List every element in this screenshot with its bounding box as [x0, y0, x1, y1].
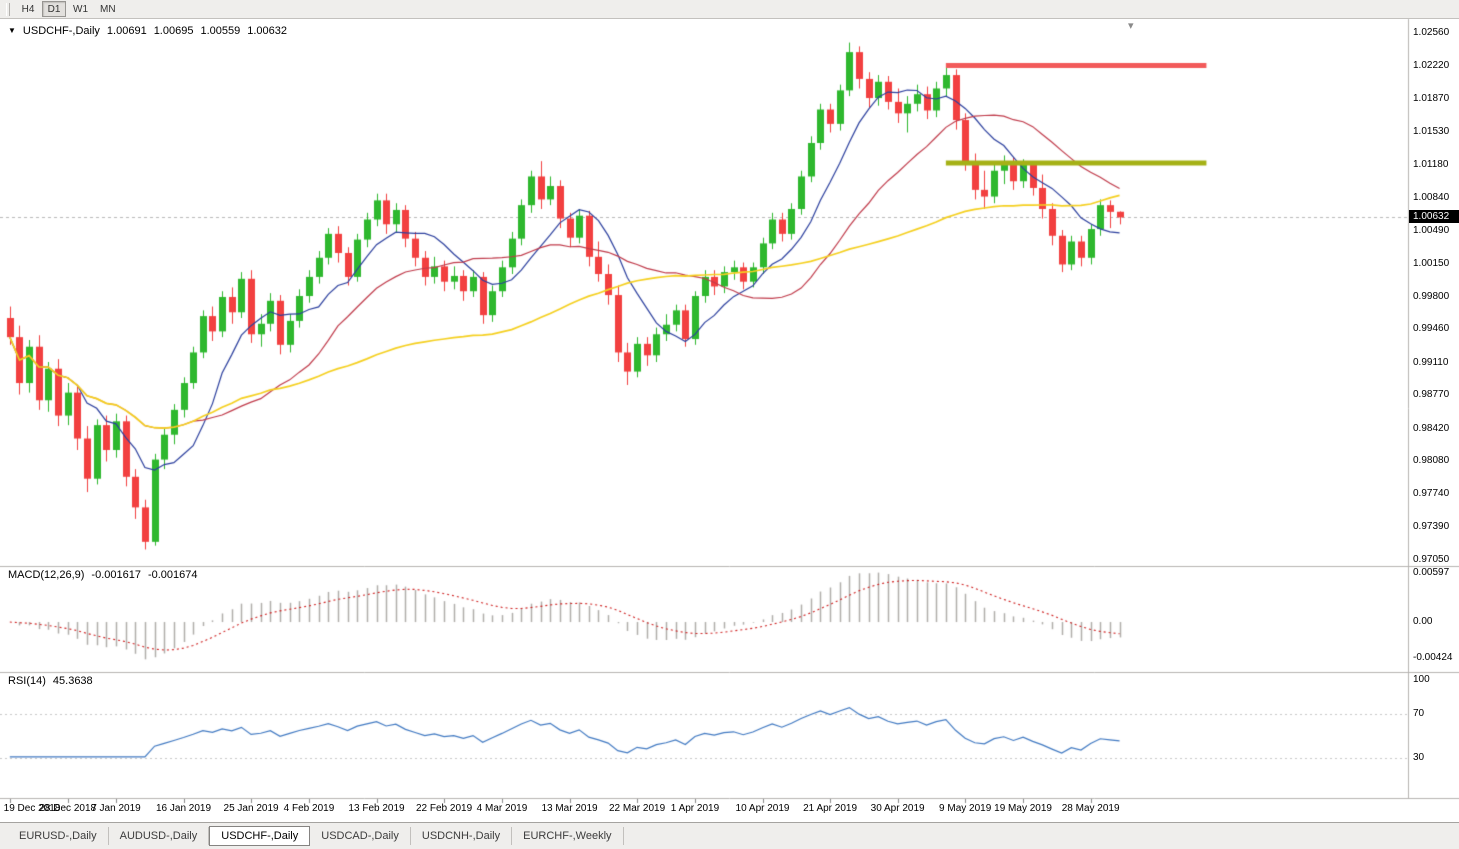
chart-shift-marker-icon[interactable]: ▾: [1128, 20, 1134, 32]
main-chart-area[interactable]: [0, 20, 1408, 566]
chart-tab-usdchf-daily[interactable]: USDCHF-,Daily: [209, 826, 311, 846]
symbol-menu-triangle-icon[interactable]: ▼: [8, 26, 16, 35]
ohlc-close: 1.00632: [247, 25, 287, 37]
rsi-name: RSI(14): [8, 675, 46, 687]
macd-panel[interactable]: [0, 567, 1408, 672]
ohlc-open: 1.00691: [106, 25, 147, 37]
timeframe-buttons-group: H4 D1 W1 MN: [16, 1, 121, 17]
timeframe-button-d1[interactable]: D1: [42, 1, 66, 17]
chart-header: ▼ USDCHF-,Daily 1.00691 1.00695 1.00559 …: [8, 25, 287, 37]
price-axis[interactable]: [1408, 20, 1459, 798]
chart-tab-eurchf-weekly[interactable]: EURCHF-,Weekly: [512, 827, 624, 845]
timeframe-button-mn[interactable]: MN: [100, 3, 116, 15]
macd-name: MACD(12,26,9): [8, 569, 85, 581]
chart-tab-eurusd-daily[interactable]: EURUSD-,Daily: [8, 827, 109, 845]
chart-tabs-group: EURUSD-,Daily AUDUSD-,Daily USDCHF-,Daily U…: [8, 826, 624, 846]
rsi-value: 45.3638: [52, 675, 93, 687]
rsi-label: RSI(14) 45.3638: [8, 675, 93, 687]
toolbar-grip[interactable]: [6, 2, 10, 16]
timeframe-button-w1[interactable]: W1: [73, 3, 88, 15]
timeframe-button-h4[interactable]: H4: [21, 3, 35, 15]
macd-signal-value: -0.001674: [147, 569, 198, 581]
macd-label: MACD(12,26,9) -0.001617 -0.001674: [8, 569, 198, 581]
chart-title: USDCHF-,Daily: [22, 25, 100, 37]
time-axis[interactable]: [0, 799, 1408, 821]
chart-tab-bar: EURUSD-,Daily AUDUSD-,Daily USDCHF-,Daily U…: [0, 822, 1459, 849]
timeframe-toolbar: H4 D1 W1 MN: [0, 0, 1459, 19]
ohlc-low: 1.00559: [200, 25, 241, 37]
chart-tab-usdcnh-daily[interactable]: USDCNH-,Daily: [411, 827, 513, 845]
chart-tab-audusd-daily[interactable]: AUDUSD-,Daily: [109, 827, 210, 845]
rsi-panel[interactable]: [0, 673, 1408, 798]
ohlc-high: 1.00695: [153, 25, 194, 37]
chart-tab-usdcad-daily[interactable]: USDCAD-,Daily: [310, 827, 411, 845]
macd-main-value: -0.001617: [91, 569, 141, 581]
